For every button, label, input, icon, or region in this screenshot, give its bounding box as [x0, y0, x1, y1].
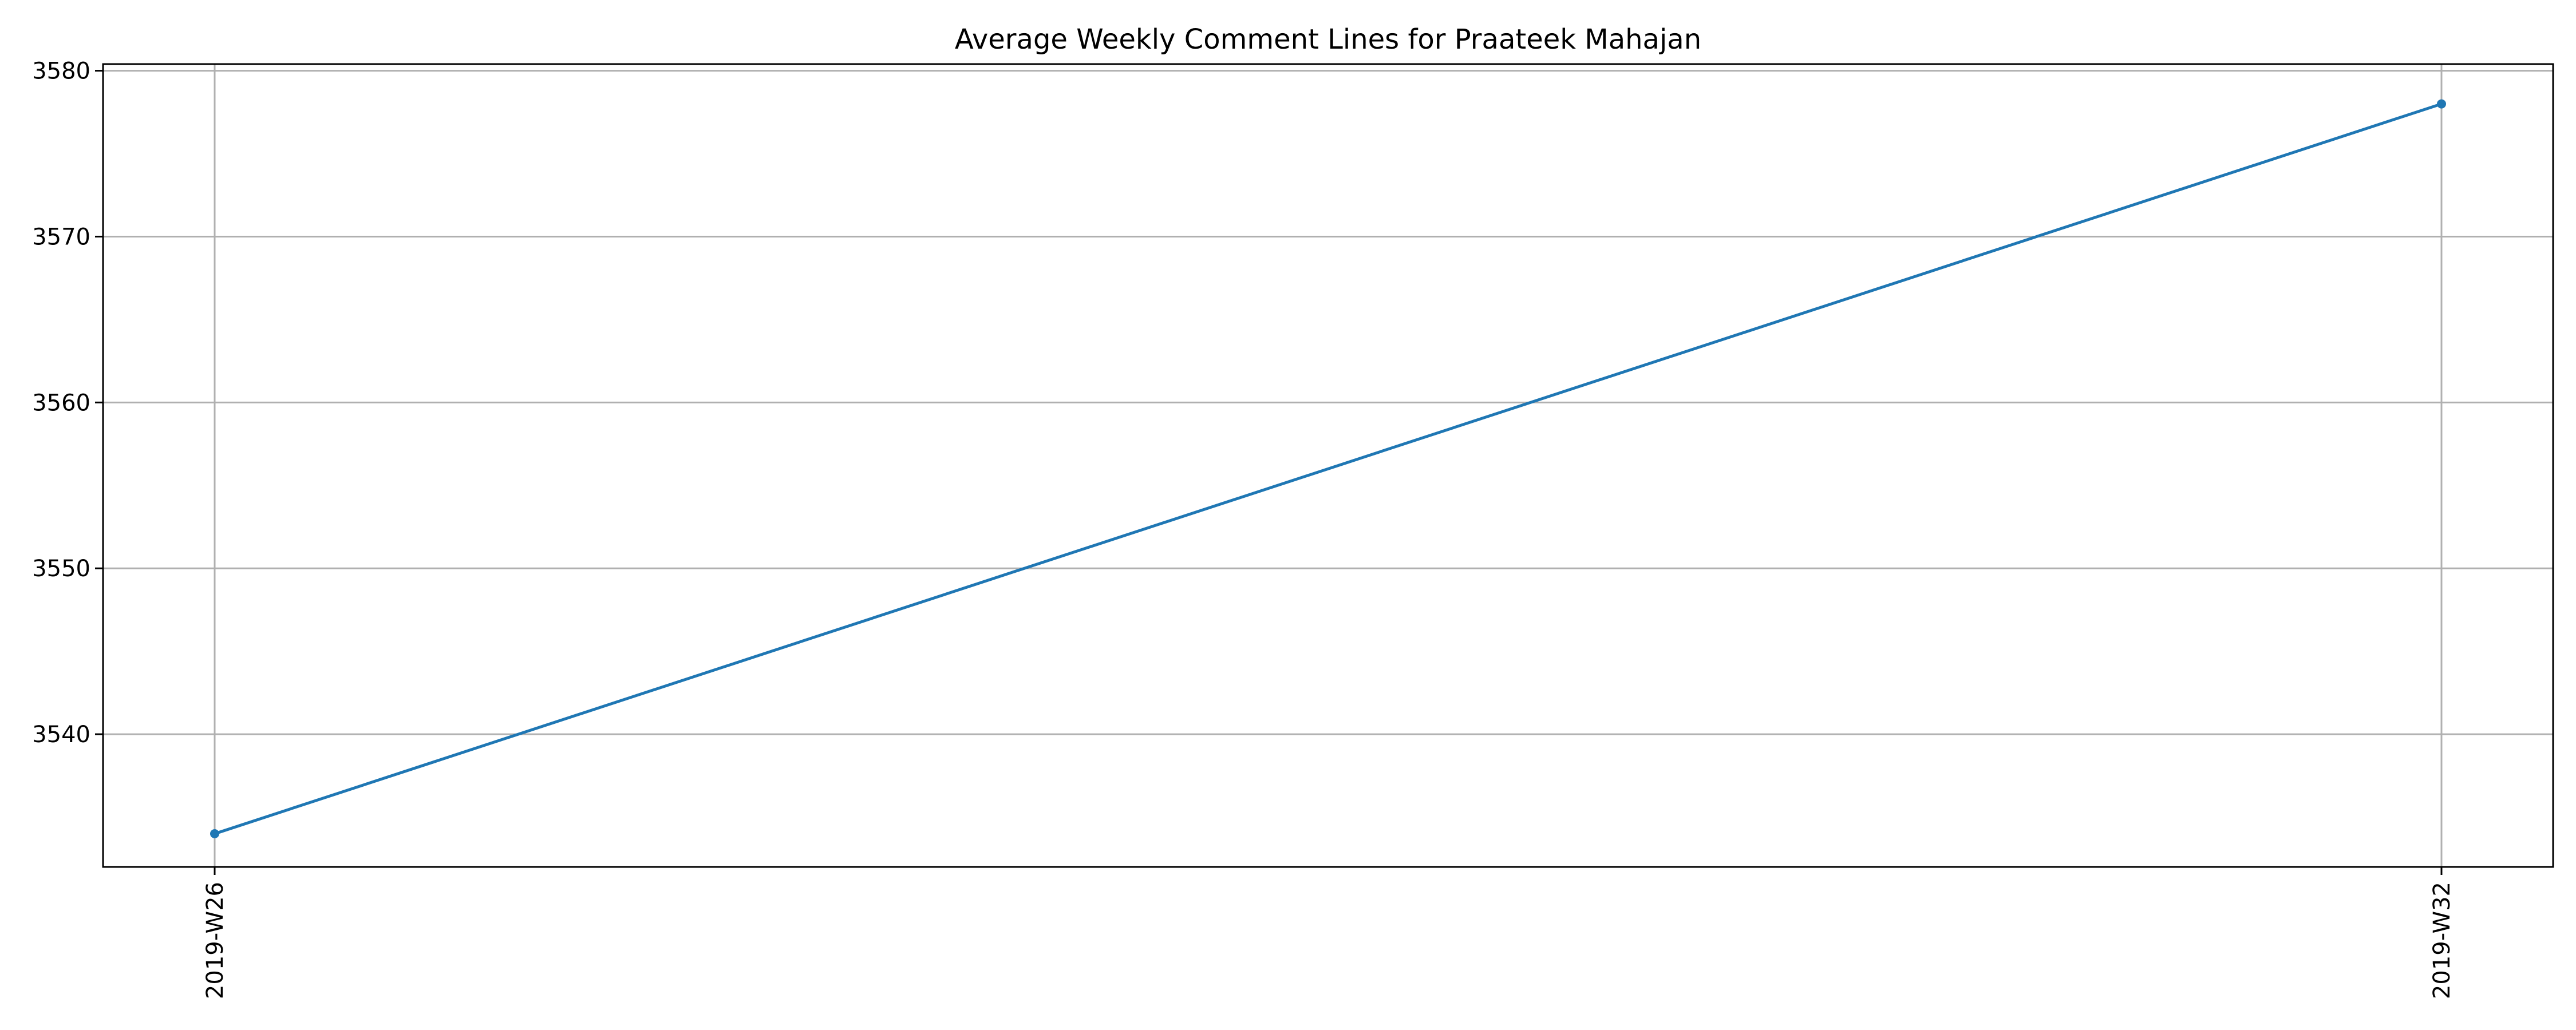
- y-tick-label: 3570: [32, 224, 90, 250]
- grid-lines: [103, 64, 2553, 867]
- series-group: [210, 99, 2446, 839]
- x-tick-label: 2019-W32: [2429, 882, 2455, 999]
- y-tick-label: 3540: [32, 722, 90, 748]
- axis-ticks: 3540 3550 3560 3570 3580 2019-W26 2019-W32: [32, 58, 2455, 999]
- y-tick-label: 3580: [32, 58, 90, 85]
- y-tick-label: 3560: [32, 390, 90, 416]
- y-tick-label: 3550: [32, 556, 90, 582]
- chart-title: Average Weekly Comment Lines for Praatee…: [955, 23, 1701, 56]
- plot-frame: [102, 63, 2554, 868]
- series-line: [213, 102, 2443, 835]
- x-tick-label: 2019-W26: [202, 882, 228, 999]
- data-point-marker: [210, 829, 219, 839]
- data-point-marker: [2437, 99, 2446, 109]
